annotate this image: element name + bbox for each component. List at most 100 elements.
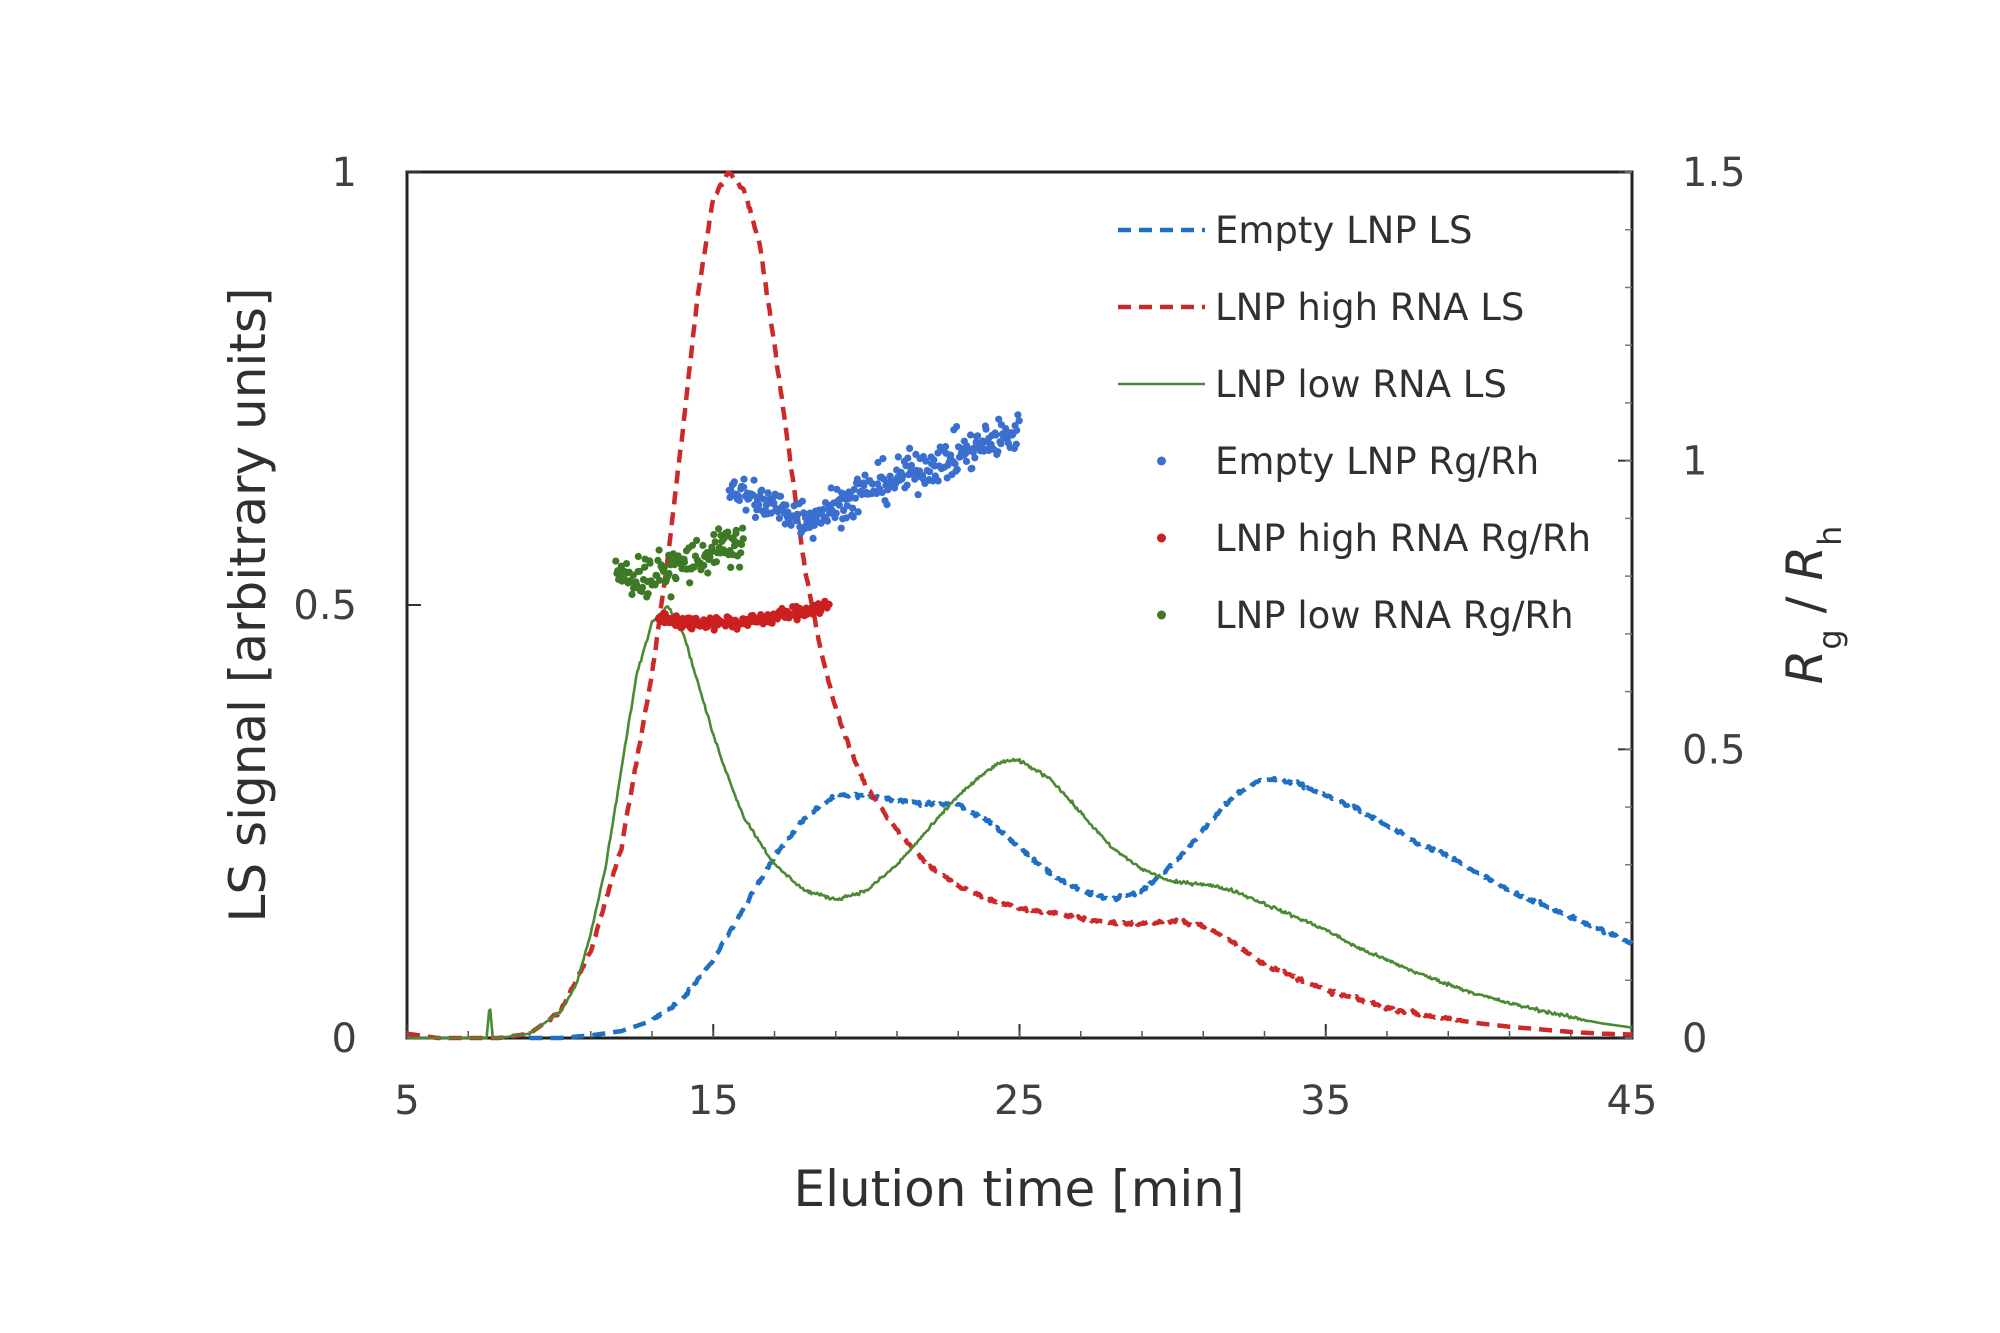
y2-axis-title: Rg / Rh	[1776, 526, 1849, 685]
data-point	[655, 546, 663, 554]
data-point	[994, 448, 1002, 456]
data-point	[947, 451, 955, 459]
data-point	[899, 472, 907, 480]
data-point	[860, 482, 868, 490]
data-point	[704, 569, 712, 577]
series-points-5	[612, 524, 747, 601]
y2-tick-label: 1.5	[1682, 150, 1746, 196]
legend: Empty LNP LS LNP high RNA LS LNP low RNA L…	[1118, 209, 1591, 637]
data-point	[1012, 440, 1020, 448]
legend-swatch-4	[1157, 533, 1166, 543]
legend-label-4: LNP high RNA Rg/Rh	[1215, 517, 1591, 560]
data-point	[962, 457, 971, 465]
data-point	[732, 526, 740, 535]
data-point	[850, 485, 858, 493]
data-point	[628, 590, 636, 599]
data-point	[724, 528, 732, 536]
data-point	[622, 560, 631, 568]
data-point	[1014, 411, 1022, 419]
x-tick-label: 45	[1607, 1078, 1658, 1124]
data-point	[878, 488, 886, 497]
series-layer	[405, 170, 1634, 1041]
data-point	[641, 563, 649, 571]
data-point	[825, 600, 833, 609]
y2-tick-label: 1	[1682, 439, 1707, 485]
data-point	[749, 491, 757, 499]
legend-swatch-3	[1157, 456, 1166, 466]
data-point	[712, 558, 721, 566]
data-point	[777, 492, 785, 500]
data-point	[904, 454, 912, 462]
data-point	[809, 534, 817, 543]
data-point	[922, 457, 930, 465]
y-tick-label: 1	[332, 150, 357, 196]
data-point	[992, 431, 1000, 439]
data-point	[740, 483, 748, 491]
data-point	[693, 536, 701, 545]
data-point	[735, 496, 744, 504]
data-point	[644, 590, 652, 598]
data-point	[849, 513, 857, 521]
data-point	[715, 525, 723, 533]
ticks-layer: 5 15 25 35 45 0 0.5 1 0 0.5 1 1.5	[293, 150, 1745, 1124]
data-point	[632, 581, 641, 589]
data-point	[775, 514, 784, 522]
data-point	[832, 509, 840, 517]
data-point	[966, 431, 975, 439]
data-point	[968, 464, 976, 472]
data-point	[739, 524, 747, 532]
data-point	[835, 501, 843, 509]
data-point	[879, 455, 887, 463]
data-point	[672, 575, 680, 583]
data-point	[914, 491, 922, 499]
data-point	[612, 557, 620, 565]
data-point	[880, 475, 888, 483]
data-point	[995, 415, 1003, 423]
data-point	[997, 440, 1005, 448]
data-point	[665, 569, 673, 578]
data-point	[759, 495, 768, 503]
data-point	[884, 486, 892, 494]
series-points-4	[654, 597, 833, 634]
data-point	[1013, 426, 1021, 434]
data-point	[926, 468, 934, 476]
data-point	[711, 538, 719, 546]
data-point	[727, 563, 735, 572]
legend-label-5: LNP low RNA Rg/Rh	[1215, 594, 1574, 637]
data-point	[837, 524, 845, 532]
data-point	[971, 454, 979, 462]
data-point	[868, 480, 877, 488]
y-tick-label: 0	[332, 1016, 357, 1062]
data-point	[942, 442, 950, 451]
series-points-3	[725, 411, 1023, 543]
data-point	[738, 540, 746, 549]
data-point	[764, 489, 772, 497]
data-point	[768, 619, 776, 627]
data-point	[688, 541, 697, 549]
data-point	[883, 501, 891, 509]
data-point	[970, 444, 978, 452]
data-point	[750, 476, 758, 484]
data-point	[953, 423, 961, 431]
data-point	[730, 478, 738, 486]
data-point	[823, 517, 832, 525]
data-point	[699, 541, 707, 550]
data-point	[680, 558, 689, 566]
data-point	[686, 579, 694, 587]
data-point	[638, 583, 647, 592]
data-point	[836, 495, 844, 503]
data-point	[782, 501, 790, 509]
data-point	[851, 494, 860, 502]
legend-swatch-5	[1157, 610, 1166, 620]
data-point	[874, 458, 882, 467]
data-point	[770, 499, 778, 507]
legend-label-2: LNP low RNA LS	[1215, 363, 1507, 406]
data-point	[906, 444, 914, 452]
data-point	[794, 510, 802, 519]
data-point	[861, 471, 869, 479]
data-point	[660, 564, 668, 572]
data-point	[758, 486, 766, 494]
data-point	[751, 513, 760, 522]
data-point	[849, 504, 857, 512]
data-point	[688, 625, 696, 633]
